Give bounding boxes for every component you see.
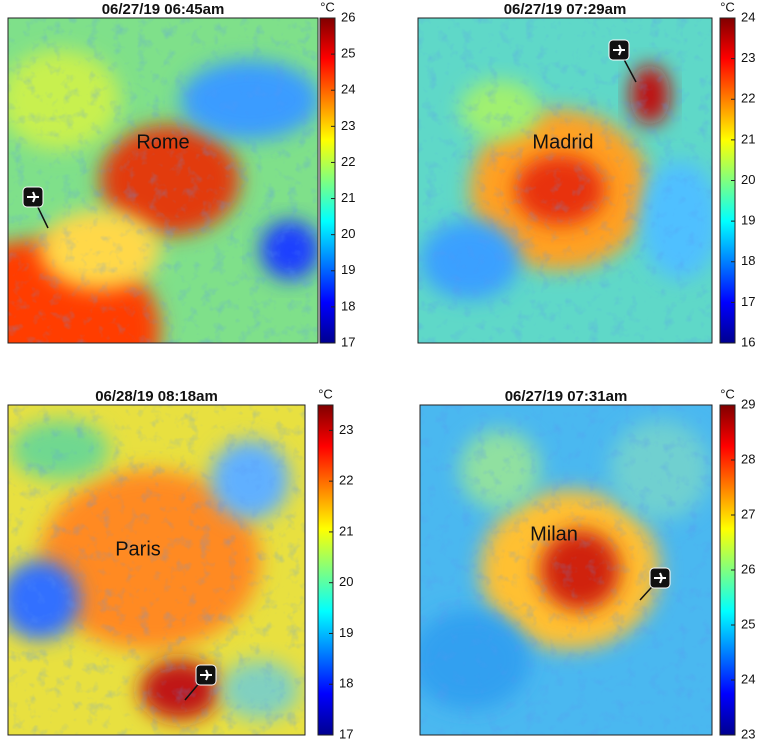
colorbar-tick-label: 29 — [741, 396, 755, 411]
colorbar-unit: °C — [720, 386, 735, 401]
city-label: Madrid — [532, 131, 593, 153]
map-frame — [417, 17, 713, 344]
city-label: Rome — [136, 131, 189, 153]
colorbar-tick-label: 21 — [741, 131, 755, 146]
colorbar-unit: °C — [320, 0, 335, 14]
airplane — [27, 191, 39, 203]
city-label: Milan — [530, 523, 578, 545]
colorbar-tick-label: 23 — [741, 726, 755, 741]
colorbar-tick-label: 21 — [339, 523, 353, 538]
map-image — [8, 405, 305, 735]
panel-title: 06/27/19 07:31am — [505, 388, 628, 405]
map-texture — [418, 18, 712, 343]
colorbar-tick-label: 22 — [341, 154, 355, 169]
colorbar-tick-label: 17 — [341, 334, 355, 349]
colorbar-tick-label: 22 — [339, 473, 353, 488]
colorbar-tick-label: 22 — [741, 91, 755, 106]
colorbar-tick-label: 16 — [741, 334, 755, 349]
colorbar-tick-label: 17 — [339, 726, 353, 741]
colorbar-tick-label: 21 — [341, 190, 355, 205]
panel-title: 06/27/19 06:45am — [102, 1, 225, 18]
colorbar-tick-label: 26 — [741, 561, 755, 576]
map-texture — [8, 18, 318, 343]
colorbar-tick-label: 24 — [341, 82, 355, 97]
colorbar-tick-label: 28 — [741, 451, 755, 466]
colorbar — [317, 404, 334, 736]
map-frame — [7, 17, 319, 344]
colorbar-tick-label: 24 — [741, 9, 755, 24]
colorbar-tick-label: 20 — [339, 574, 353, 589]
colorbar-tick-label: 26 — [341, 9, 355, 24]
colorbar-tick-label: 24 — [741, 671, 755, 686]
colorbar-tick-label: 19 — [339, 625, 353, 640]
colorbar-tick-label: 19 — [741, 213, 755, 228]
colorbar-unit: °C — [720, 0, 735, 14]
panel-title: 06/28/19 08:18am — [95, 388, 218, 405]
panel-title: 06/27/19 07:29am — [504, 1, 627, 18]
airplane — [613, 44, 625, 56]
colorbar-unit: °C — [318, 386, 333, 401]
airplane — [654, 572, 666, 584]
colorbar-tick-label: 18 — [741, 253, 755, 268]
map-image — [418, 18, 712, 343]
colorbar-tick-label: 25 — [341, 46, 355, 61]
map-frame — [7, 404, 306, 736]
map-frame — [419, 404, 713, 736]
map-image — [8, 18, 318, 343]
map-image — [420, 405, 712, 735]
colorbar-tick-label: 23 — [339, 422, 353, 437]
airplane — [200, 669, 212, 681]
colorbar-tick-label: 17 — [741, 294, 755, 309]
colorbar-tick-label: 20 — [741, 172, 755, 187]
colorbar-tick-label: 18 — [339, 676, 353, 691]
colorbar — [319, 17, 336, 344]
colorbar-tick-label: 27 — [741, 506, 755, 521]
colorbar-tick-label: 25 — [741, 616, 755, 631]
colorbar-tick-label: 19 — [341, 262, 355, 277]
colorbar-tick-label: 23 — [341, 118, 355, 133]
colorbar-tick-label: 20 — [341, 226, 355, 241]
city-label: Paris — [115, 538, 161, 560]
colorbar-tick-label: 23 — [741, 50, 755, 65]
map-texture — [8, 405, 305, 735]
colorbar-tick-label: 18 — [341, 298, 355, 313]
